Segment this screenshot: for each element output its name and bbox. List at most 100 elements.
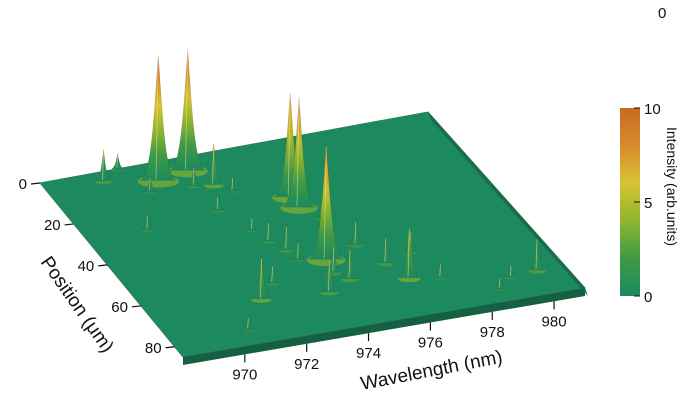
surface-peak (241, 315, 255, 333)
peak-body (282, 98, 316, 208)
peak-base (245, 228, 259, 233)
peak-highlight (348, 249, 351, 278)
peak-base (504, 275, 518, 280)
surface-peak (211, 194, 225, 213)
surface-peak (94, 149, 113, 185)
peak-body (308, 144, 344, 260)
y-tick-label: 0 (19, 176, 27, 193)
surface-peak (320, 257, 339, 296)
surface-peak (504, 263, 518, 280)
y-tick-label: 80 (145, 340, 162, 357)
peak-highlight (216, 196, 219, 209)
surface-peak (186, 165, 202, 189)
y-tick-label: 20 (44, 217, 61, 234)
surface-peak (398, 226, 421, 283)
x-tick-label: 980 (542, 313, 567, 330)
peak-base (493, 287, 507, 292)
surface-peak (225, 175, 240, 194)
y-tick-label: 60 (111, 299, 128, 316)
peak-highlight (149, 178, 151, 191)
peak-body (169, 50, 206, 171)
surface-peak (261, 220, 276, 245)
x-tick-label: 970 (232, 366, 257, 383)
colorbar-tick-label: 0 (644, 289, 652, 306)
peak-base (434, 276, 447, 281)
peak-highlight (354, 221, 357, 244)
peak-highlight (296, 100, 300, 207)
peak-body (95, 149, 112, 182)
surface-floor-layer (39, 111, 588, 365)
peak-highlight (155, 57, 159, 180)
colorbar-title: Intensity (arb.units) (664, 127, 680, 246)
surface-peak (280, 98, 318, 214)
peak-highlight (384, 237, 387, 263)
x-tick-label: 972 (294, 356, 319, 373)
surface-peak (528, 237, 546, 274)
peak-highlight (231, 177, 234, 190)
peak-highlight (247, 317, 249, 329)
x-tick-label: 976 (418, 335, 443, 352)
peak-base (226, 189, 240, 194)
y-tick-mark (165, 346, 175, 349)
peak-highlight (407, 228, 410, 277)
colorbar-scale (620, 108, 640, 296)
peak-highlight (297, 242, 299, 259)
y-tick-mark (64, 223, 74, 226)
surface-peak (433, 262, 448, 281)
surface-peak (203, 143, 224, 189)
peak-highlight (250, 217, 253, 229)
colorbar: Intensity (arb.units) 0 5 10 (620, 101, 680, 306)
peak-highlight (535, 239, 538, 270)
colorbar-tick-label: 5 (644, 195, 652, 212)
surface-peak (137, 55, 179, 188)
x-tick-label: 978 (480, 324, 505, 341)
surface-front-edge (183, 288, 585, 365)
peak-body (252, 256, 271, 300)
surface-peak (278, 224, 295, 254)
peak-body (279, 224, 294, 250)
peak-base (143, 190, 157, 195)
peak-base (111, 167, 125, 172)
peak-base (211, 208, 225, 213)
surface-peak (167, 50, 208, 178)
peak-highlight (285, 226, 287, 249)
surface-peak (265, 264, 280, 286)
y-tick-mark (30, 182, 41, 185)
peak-highlight (332, 246, 335, 272)
peak-highlight (116, 155, 118, 168)
surface-peak (377, 235, 394, 267)
surface-peak (110, 153, 125, 172)
peak-body (321, 257, 338, 293)
surface-peak (140, 213, 155, 233)
surface-peak (143, 176, 157, 195)
y-tick-mark (131, 305, 142, 308)
surface-side-edge (428, 112, 588, 296)
peak-highlight (498, 277, 501, 288)
peak-body (529, 237, 545, 271)
peaks-layer (94, 50, 546, 333)
peak-highlight (328, 260, 330, 291)
surface-floor (39, 111, 586, 358)
peak-body (204, 143, 223, 185)
y-tick-label: 40 (78, 258, 95, 275)
peak-highlight (439, 264, 441, 277)
y-tick-mark (98, 264, 108, 267)
surface-peak (341, 247, 359, 283)
peak-body (139, 55, 177, 181)
peak-highlight (192, 167, 195, 185)
peak-body (348, 219, 363, 245)
peak-highlight (287, 95, 291, 196)
colorbar-tick-label: 10 (644, 101, 661, 118)
peak-highlight (259, 258, 262, 298)
peak-highlight (323, 146, 327, 259)
peak-highlight (509, 265, 512, 276)
peak-base (242, 328, 255, 333)
peak-body (378, 235, 394, 264)
peak-highlight (102, 151, 104, 180)
surface-peak (291, 240, 306, 263)
peak-body (399, 226, 420, 279)
x-tick-label: 974 (356, 345, 381, 362)
corner-label: 0 (658, 5, 666, 22)
